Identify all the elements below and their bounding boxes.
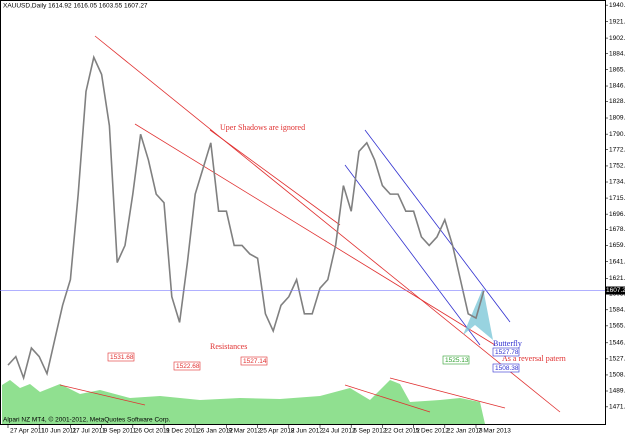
price-box [173, 361, 201, 371]
x-tick-label: 26 Jan 2012 [197, 428, 233, 435]
y-tick-label: 1715.35 [609, 195, 625, 202]
y-tick-label: 1790.10 [609, 131, 625, 138]
x-tick-label: 8 Jun 2012 [291, 428, 324, 435]
x-tick-label: 24 Jul 2012 [322, 428, 356, 435]
x-tick-label: 9 Dec 2011 [166, 428, 199, 435]
annotation: Uper Shadows are ignored [220, 123, 305, 132]
resistance-line [134, 123, 496, 346]
price-label: 1508.38 [495, 365, 519, 372]
price-line [7, 54, 485, 381]
price-label: 1527.78 [495, 349, 519, 356]
volume-line [344, 384, 431, 413]
y-tick-label: 1846.40 [609, 83, 625, 90]
price-label: 1531.68 [110, 354, 134, 361]
x-tick-label: 22 Jan 2013 [447, 428, 483, 435]
volume-area [2, 380, 485, 424]
y-tick-label: 1752.95 [609, 163, 625, 170]
y-tick-label: 1772.05 [609, 146, 625, 153]
price-box [492, 347, 520, 357]
channel-line [344, 164, 481, 346]
price-label: 1522.68 [176, 363, 200, 370]
x-tick-label: 7 Mar 2013 [478, 428, 511, 435]
footer: Alpari NZ MT4, © 2001-2012, MetaQuotes S… [3, 416, 171, 424]
y-tick-label: 1865.60 [609, 66, 625, 73]
y-tick-label: 1508.55 [609, 372, 625, 379]
x-tick-label: 27 Jul 2011 [72, 428, 106, 435]
annotation: Resistances [210, 342, 247, 351]
y-tick-label: 1921.70 [609, 18, 625, 25]
x-tick-label: 6 Sep 2012 [353, 428, 387, 435]
current-price-box [605, 286, 625, 295]
chart-title: XAUUSD,Daily 1614.92 1616.05 1603.55 160… [3, 3, 148, 10]
y-tick-label: 1828.40 [609, 98, 625, 105]
y-tick-label: 1884.20 [609, 50, 625, 57]
trend-lines [59, 35, 561, 413]
price-box [492, 363, 520, 373]
y-tick-label: 1621.40 [609, 275, 625, 282]
annotations: Uper Shadows are ignored Resistances But… [107, 123, 566, 373]
y-tick-label: 1527.35 [609, 356, 625, 363]
price-label: 1525.13 [445, 357, 469, 364]
x-tick-label: 27 Apr 2011 [10, 428, 45, 435]
annotation: As a reversal patern [502, 354, 566, 363]
y-tick-label: 1696.55 [609, 211, 625, 218]
price-box [107, 352, 135, 362]
y-tick-label: 1659.95 [609, 242, 625, 249]
price-box [442, 355, 470, 365]
y-tick-label: 1565.95 [609, 323, 625, 330]
resistance-line [94, 35, 561, 413]
y-tick-label: 1678.75 [609, 226, 625, 233]
volume-line [389, 377, 506, 409]
x-tick-label: 10 Jun 2011 [41, 428, 77, 435]
x-tick-label: 5 Dec 2012 [416, 428, 450, 435]
y-tick-label: 1584.75 [609, 306, 625, 313]
y-tick-label: 1809.00 [609, 115, 625, 122]
price-label: 1527.14 [243, 358, 267, 365]
x-tick-label: 22 Oct 2012 [384, 428, 420, 435]
x-tick-label: 25 Apr 2012 [260, 428, 295, 435]
volume-line [59, 384, 146, 406]
current-price-label: 1607.27 [606, 287, 625, 294]
x-tick-label: 9 Sep 2011 [104, 428, 137, 435]
y-tick-label: 1734.15 [609, 179, 625, 186]
x-tick-label: 26 Oct 2011 [135, 428, 170, 435]
price-box [240, 356, 268, 366]
annotation: Butterfly [493, 339, 522, 348]
y-tick-label: 1489.75 [609, 388, 625, 395]
y-tick-label: 1902.45 [609, 35, 625, 42]
y-tick-label: 1940.95 [609, 2, 625, 9]
y-tick-label: 1546.15 [609, 339, 625, 346]
y-tick-label: 1641.15 [609, 258, 625, 265]
resistance-line [209, 129, 341, 226]
channel-line [364, 129, 511, 323]
y-tick-label: 1471.25 [609, 404, 625, 411]
x-tick-label: 9 Mar 2012 [228, 428, 261, 435]
